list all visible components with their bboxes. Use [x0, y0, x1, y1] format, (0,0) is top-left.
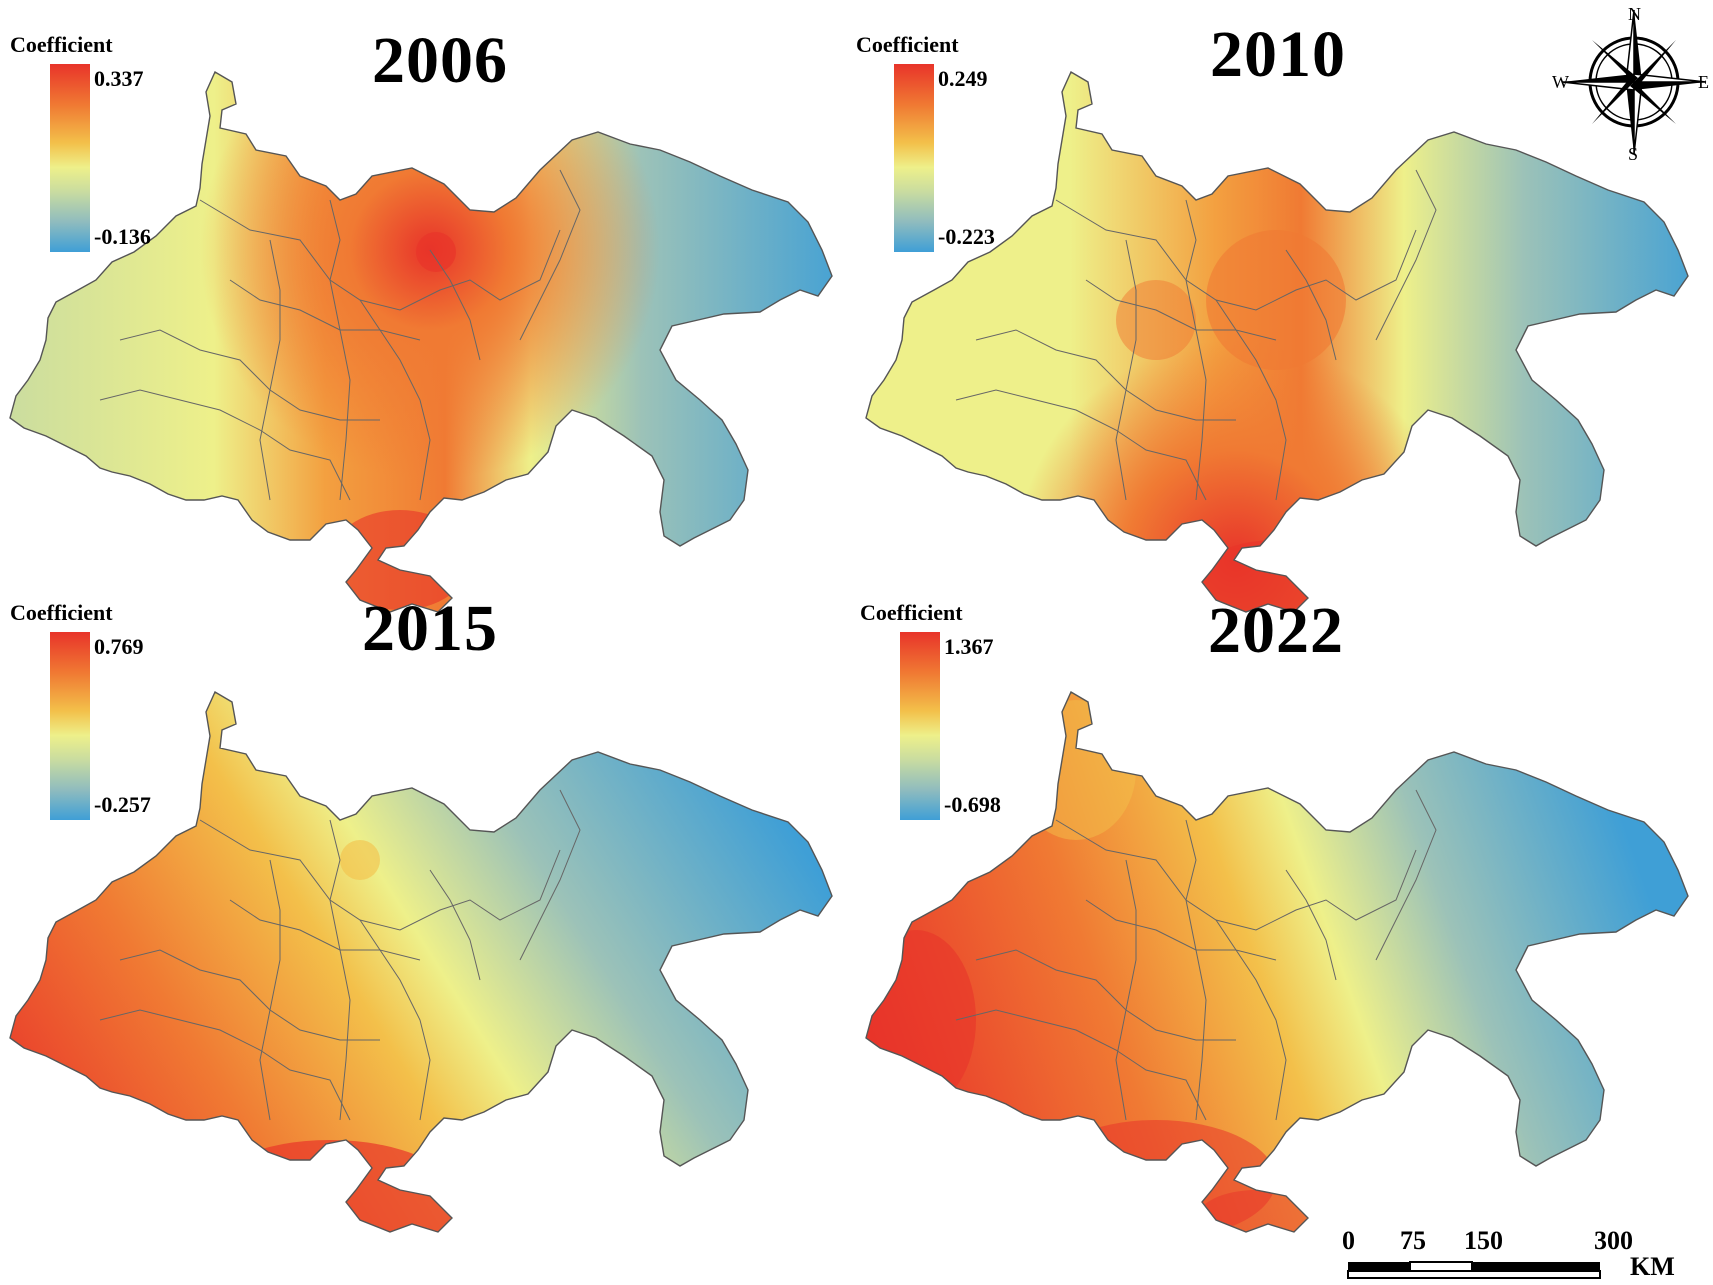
legend-min-value: -0.223: [938, 224, 995, 249]
choropleth-map: [9, 691, 833, 1233]
year-title: 2010: [1210, 18, 1346, 91]
legend-color-ramp: [50, 632, 90, 820]
scale-unit: KM: [1630, 1252, 1675, 1281]
compass-w: W: [1552, 72, 1569, 92]
district-boundaries: [955, 169, 1437, 501]
year-title: 2022: [1208, 594, 1344, 667]
legend-min-value: -0.257: [94, 792, 151, 817]
legend-max-value: 0.249: [938, 66, 988, 91]
choropleth-map: [9, 71, 833, 613]
district-boundaries: [99, 789, 581, 1121]
legend-max-value: 1.367: [944, 634, 994, 659]
scale-tick-0: 0: [1342, 1226, 1355, 1255]
legend-min-value: -0.698: [944, 792, 1001, 817]
legend-title: Coefficient: [10, 600, 113, 625]
legend-min-value: -0.136: [94, 224, 151, 249]
scale-tick-150: 150: [1464, 1226, 1503, 1255]
district-boundaries: [99, 169, 581, 501]
map-panel-2015: 2015 Coefficient 0.769 -0.257: [0, 596, 856, 1260]
legend-max-value: 0.769: [94, 634, 144, 659]
legend-color-ramp: [50, 64, 90, 252]
legend-max-value: 0.337: [94, 66, 144, 91]
legend-color-ramp: [894, 64, 934, 252]
choropleth-map: [865, 71, 1689, 613]
year-title: 2015: [362, 592, 498, 665]
district-boundaries: [955, 789, 1437, 1121]
choropleth-map: [865, 691, 1689, 1233]
legend-color-ramp: [900, 632, 940, 820]
compass-rose-icon: N S W E: [1552, 0, 1712, 170]
legend-title: Coefficient: [860, 600, 963, 625]
compass-n: N: [1628, 4, 1641, 24]
map-panel-2010: 2010 Coefficient 0.249 -0.223: [856, 0, 1712, 640]
map-panel-2022: 2022 Coefficient 1.367 -0.698: [856, 598, 1712, 1260]
year-title: 2006: [372, 24, 508, 97]
legend-title: Coefficient: [856, 32, 959, 57]
map-panel-2006: 2006 Coefficient 0.337 -0.136: [0, 0, 856, 640]
scale-tick-75: 75: [1400, 1226, 1426, 1255]
scale-bar: 0 75 150 300 KM: [1334, 1224, 1713, 1285]
legend-title: Coefficient: [10, 32, 113, 57]
compass-s: S: [1628, 144, 1638, 164]
scale-tick-300: 300: [1594, 1226, 1633, 1255]
compass-e: E: [1698, 72, 1709, 92]
